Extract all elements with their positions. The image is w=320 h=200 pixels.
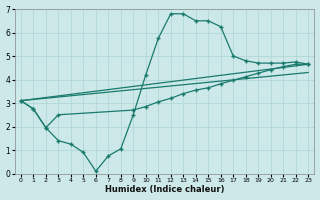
X-axis label: Humidex (Indice chaleur): Humidex (Indice chaleur) (105, 185, 224, 194)
